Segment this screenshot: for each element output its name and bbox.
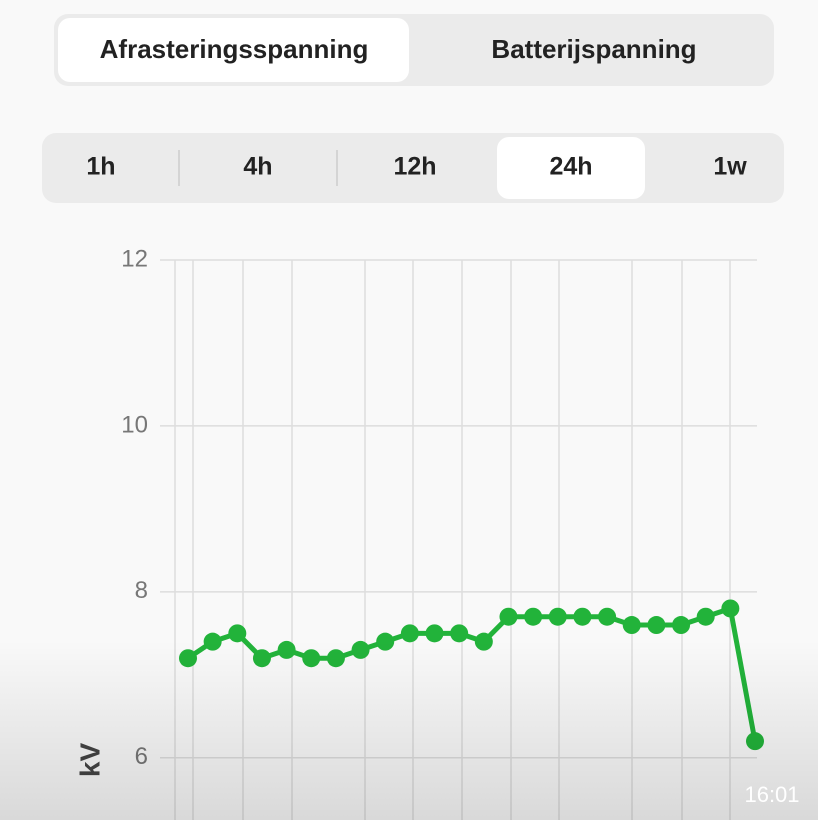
range-selected [497, 137, 645, 199]
point [696, 607, 715, 626]
tab[interactable]: Afrasteringsspanning [100, 34, 369, 64]
point [499, 607, 518, 626]
point [400, 624, 419, 643]
y-tick-label: 12 [121, 245, 148, 272]
y-tick-label: 8 [135, 577, 148, 604]
point [622, 616, 641, 635]
point [450, 624, 469, 643]
y-tick-label: 10 [121, 411, 148, 438]
point [425, 624, 444, 643]
range-button[interactable]: 12h [393, 153, 436, 181]
tab-selected [58, 18, 409, 82]
range-button[interactable]: 1h [86, 153, 115, 181]
point [573, 607, 592, 626]
tab[interactable]: Batterijspanning [491, 34, 696, 64]
point [598, 607, 617, 626]
point [228, 624, 247, 643]
point [672, 616, 691, 635]
timestamp: 16:01 [744, 782, 799, 807]
video-shade [0, 640, 818, 820]
point [524, 607, 543, 626]
point [548, 607, 567, 626]
range-button[interactable]: 1w [713, 153, 747, 181]
point [647, 616, 666, 635]
range-button[interactable]: 4h [243, 153, 272, 181]
point [721, 599, 740, 618]
range-button[interactable]: 24h [549, 153, 592, 181]
